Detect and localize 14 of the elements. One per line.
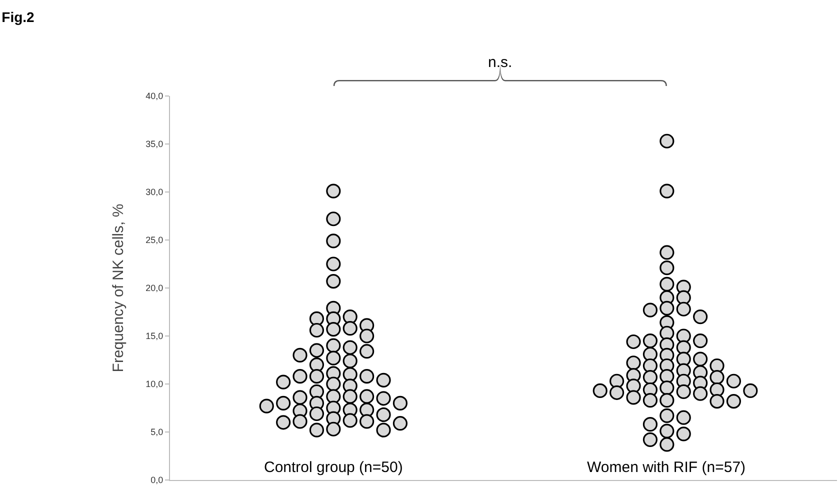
y-tick-label: 35,0: [146, 139, 164, 150]
y-tick-label: 15,0: [146, 331, 164, 342]
y-tick-label: 0,0: [150, 475, 164, 486]
y-tick-label: 40,0: [146, 91, 164, 102]
y-tick-label: 30,0: [146, 187, 164, 198]
y-tick-label: 20,0: [146, 283, 164, 294]
y-tick-label: 10,0: [146, 379, 164, 390]
y-tick-label: 5,0: [150, 427, 164, 438]
y-tick-label: 25,0: [146, 235, 164, 246]
y-axis-title: Frequency of NK cells, %: [110, 204, 127, 372]
x-tick-label: Control group (n=50): [264, 459, 403, 476]
x-tick-label: Women with RIF (n=57): [587, 459, 746, 476]
text: Fig.2: [2, 9, 35, 26]
text: n.s.: [488, 54, 512, 71]
